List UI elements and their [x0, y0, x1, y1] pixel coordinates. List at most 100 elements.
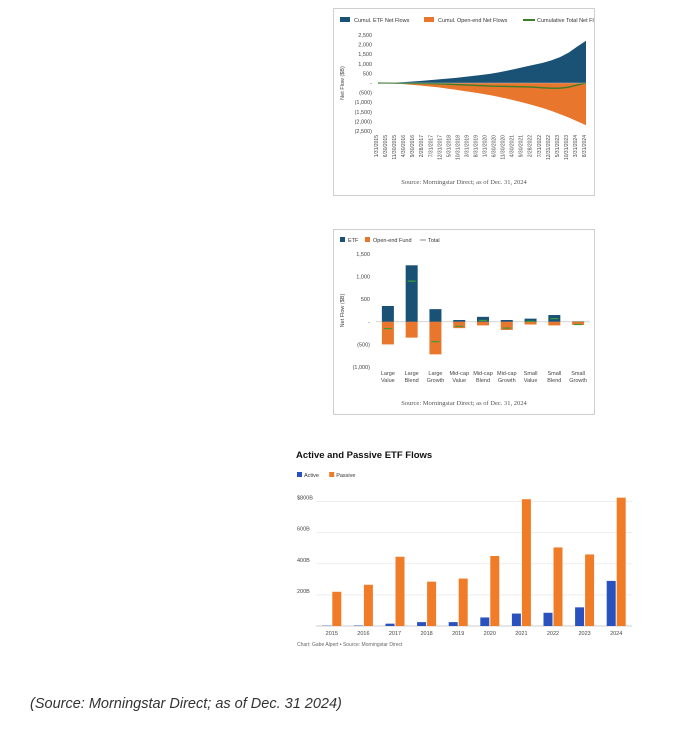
legend-swatch — [340, 17, 350, 22]
x-tick-label: Small — [571, 371, 585, 377]
open-end-bar — [477, 321, 489, 326]
passive-bar — [458, 578, 468, 626]
y-tick-label: (2,000) — [355, 119, 373, 125]
x-tick-label: 2016 — [357, 631, 369, 636]
x-tick-label: Growth — [427, 378, 445, 384]
active-passive-chart-panel: Active and Passive ETF Flows Active Passi… — [292, 446, 638, 654]
passive-bar — [427, 581, 437, 626]
x-tick-label: 9/30/2021 — [519, 135, 525, 157]
legend-swatch — [340, 237, 345, 242]
etf-bar — [429, 309, 442, 322]
footer-source-note: (Source: Morningstar Direct; as of Dec. … — [30, 696, 342, 712]
open-end-bar — [405, 321, 418, 338]
x-tick-label: 3/31/2024 — [573, 135, 579, 157]
y-tick-label: 1,000 — [358, 62, 372, 68]
x-tick-label: Large — [428, 371, 442, 377]
x-tick-label: 12/31/2017 — [437, 135, 443, 160]
x-tick-label: 8/31/2024 — [582, 135, 588, 157]
x-tick-label: 7/31/2022 — [537, 135, 543, 157]
x-tick-label: 4/30/2016 — [401, 135, 407, 157]
x-tick-label: 6/30/2015 — [383, 135, 389, 157]
x-tick-label: 3/31/2019 — [464, 135, 470, 157]
cumulative-flows-chart-panel: Cumul. ETF Net Flows Cumul. Open-end Net … — [333, 8, 604, 196]
x-tick-label: 2018 — [420, 631, 432, 636]
y-tick-label: 1,500 — [358, 52, 372, 58]
x-tick-label: 1/31/2015 — [374, 135, 380, 157]
chart2-source: Source: Morningstar Direct; as of Dec. 3… — [401, 400, 527, 407]
passive-bar — [490, 556, 500, 626]
y-tick-label: (1,500) — [355, 110, 373, 116]
x-tick-label: Value — [524, 378, 538, 384]
x-tick-label: 2017 — [389, 631, 401, 636]
open-end-bar — [524, 321, 537, 325]
y-tick-label: 600B — [297, 527, 310, 533]
category-flows-chart: ETF Open-end Fund Total 1,500 1,000 500 - (500)… — [340, 237, 590, 384]
x-tick-label: 2023 — [578, 631, 590, 636]
x-tick-label: 5/31/2018 — [446, 135, 452, 157]
open-end-bar — [548, 321, 561, 326]
x-tick-label: 7/31/2017 — [428, 135, 434, 157]
x-tick-label: 2/28/2017 — [419, 135, 425, 157]
passive-bar — [363, 584, 373, 626]
open-end-bar — [453, 321, 466, 329]
y-tick-label: - — [370, 81, 372, 87]
x-tick-label: 2019 — [452, 631, 464, 636]
passive-bar — [521, 499, 531, 626]
x-tick-label: 4/30/2021 — [510, 135, 516, 157]
y-tick-label: 2,000 — [358, 43, 372, 49]
y-tick-label: (2,500) — [355, 129, 373, 135]
legend-label: ETF — [348, 238, 359, 244]
open-end-bar — [429, 321, 442, 355]
legend-swatch — [365, 237, 370, 242]
legend-swatch — [297, 472, 302, 477]
legend-swatch — [329, 472, 335, 477]
x-tick-label: Mid-cap — [449, 371, 469, 377]
active-bar — [606, 580, 616, 626]
active-bar — [543, 612, 553, 626]
x-tick-label: 2/28/2022 — [528, 135, 534, 157]
etf-area — [378, 40, 586, 83]
etf-bar — [500, 319, 513, 322]
active-bar — [417, 622, 427, 626]
etf-bar — [405, 265, 418, 322]
x-tick-label: 2022 — [547, 631, 559, 636]
y-tick-label: 200B — [297, 589, 310, 595]
passive-bar — [332, 591, 342, 626]
x-tick-label: Mid-cap — [497, 371, 517, 377]
legend-label: Active — [304, 473, 319, 479]
legend-label: Cumulative Total Net Flows — [537, 18, 594, 24]
cumulative-flows-chart: Cumul. ETF Net Flows Cumul. Open-end Net … — [340, 17, 604, 160]
x-tick-label: 12/31/2022 — [546, 135, 552, 160]
y-tick-label: (1,000) — [353, 365, 371, 371]
y-tick-label: 2,500 — [358, 33, 372, 39]
active-bar — [480, 617, 490, 626]
passive-bar — [616, 497, 626, 626]
x-tick-label: Blend — [476, 378, 490, 384]
x-tick-label: 2020 — [484, 631, 496, 636]
legend-swatch — [424, 17, 434, 22]
x-tick-label: Value — [381, 378, 395, 384]
x-tick-label: 11/30/2020 — [501, 135, 507, 160]
x-tick-label: Large — [405, 371, 419, 377]
x-tick-label: Growth — [569, 378, 587, 384]
x-tick-label: 2015 — [326, 631, 338, 636]
active-bar — [448, 622, 458, 626]
x-tick-label: Mid-cap — [473, 371, 493, 377]
y-tick-label: 400B — [297, 558, 310, 564]
y-tick-label: 500 — [363, 71, 372, 77]
x-tick-label: 6/30/2020 — [492, 135, 498, 157]
y-tick-label: (500) — [359, 91, 372, 97]
chart3-title: Active and Passive ETF Flows — [296, 450, 433, 461]
x-tick-label: 9/30/2016 — [410, 135, 416, 157]
total-line — [377, 82, 587, 89]
x-tick-label: Growth — [498, 378, 516, 384]
category-flows-chart-panel: ETF Open-end Fund Total 1,500 1,000 500 - (500)… — [333, 229, 595, 415]
open-end-area — [378, 83, 586, 126]
x-tick-label: Small — [547, 371, 561, 377]
legend-label: Cumul. ETF Net Flows — [354, 18, 410, 24]
y-axis-label: Net Flow ($B) — [340, 294, 346, 328]
open-end-bar — [381, 321, 394, 345]
y-tick-label: - — [368, 320, 370, 326]
y-tick-label: (1,000) — [355, 100, 373, 106]
active-passive-chart: Active Passive 200B 400B 600B $800B 2015 2016 20… — [297, 472, 632, 636]
